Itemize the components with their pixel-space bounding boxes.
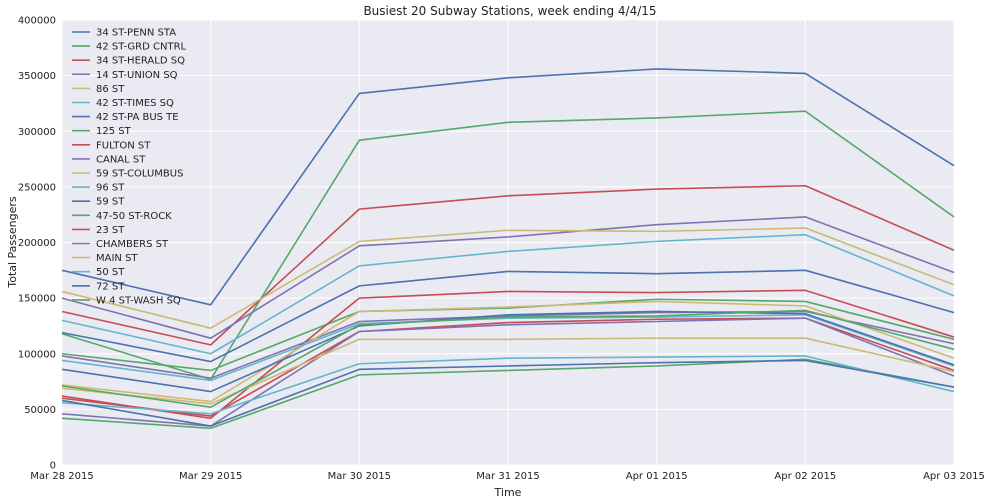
chart-title: Busiest 20 Subway Stations, week ending …: [363, 4, 656, 18]
legend-label: W 4 ST-WASH SQ: [96, 295, 181, 306]
y-tick-label: 400000: [18, 16, 56, 27]
legend-label: FULTON ST: [96, 140, 151, 151]
series-line: [61, 337, 955, 405]
y-tick-label: 50000: [24, 405, 56, 416]
series-line: [61, 110, 955, 381]
series-layer: [61, 68, 955, 430]
y-tick-label: 150000: [18, 294, 56, 305]
series-line: [61, 298, 955, 372]
x-axis-title: Time: [494, 486, 522, 499]
series-line: [61, 314, 955, 382]
legend-label: 72 ST: [96, 281, 125, 292]
series-line: [61, 216, 955, 339]
x-tick-label: Apr 02 2015: [774, 471, 836, 482]
series-line: [61, 309, 955, 408]
y-tick-label: 300000: [18, 127, 56, 138]
series-line: [61, 358, 955, 430]
y-tick-label: 250000: [18, 182, 56, 193]
legend-label: 47-50 ST-ROCK: [96, 211, 172, 222]
legend-label: 50 ST: [96, 267, 125, 278]
series-line: [61, 269, 955, 363]
x-tick-label: Mar 28 2015: [30, 471, 93, 482]
x-tick-label: Mar 30 2015: [328, 471, 391, 482]
series-line: [61, 289, 955, 420]
legend-label: 42 ST-GRD CNTRL: [96, 42, 187, 53]
legend-label: 59 ST-COLUMBUS: [96, 169, 183, 180]
series-line: [61, 233, 955, 355]
legend-label: MAIN ST: [96, 253, 138, 264]
y-axis-title: Total Passengers: [6, 196, 19, 289]
legend-label: 96 ST: [96, 183, 125, 194]
y-tick-label: 350000: [18, 71, 56, 82]
legend-label: 34 ST-PENN STA: [96, 28, 176, 39]
series-line: [61, 359, 955, 427]
series-line: [61, 310, 955, 393]
legend-label: 86 ST: [96, 84, 125, 95]
x-tick-label: Mar 29 2015: [179, 471, 242, 482]
series-line: [61, 300, 955, 403]
legend-label: 59 ST: [96, 197, 125, 208]
legend-label: CANAL ST: [96, 154, 146, 165]
y-tick-label: 100000: [18, 349, 56, 360]
legend-label: 42 ST-TIMES SQ: [96, 98, 174, 109]
series-line: [61, 227, 955, 329]
legend-label: 14 ST-UNION SQ: [96, 70, 178, 81]
x-tick-label: Apr 01 2015: [626, 471, 688, 482]
x-tick-label: Apr 03 2015: [923, 471, 985, 482]
legend: 34 ST-PENN STA 42 ST-GRD CNTRL 34 ST-HERAL…: [72, 28, 187, 306]
series-line: [61, 184, 955, 346]
legend-label: 125 ST: [96, 126, 132, 137]
legend-label: 23 ST: [96, 225, 125, 236]
y-tick-label: 0: [50, 461, 56, 472]
legend-label: CHAMBERS ST: [96, 239, 169, 250]
series-line: [61, 355, 955, 415]
x-tick-label: Mar 31 2015: [476, 471, 539, 482]
legend-label: 34 ST-HERALD SQ: [96, 56, 185, 67]
series-line: [61, 310, 955, 380]
tick-layer: 0 50000 100000 150000 200000 250000 300000 3500…: [18, 16, 985, 483]
y-tick-label: 200000: [18, 238, 56, 249]
legend-label: 42 ST-PA BUS TE: [96, 112, 179, 123]
series-line: [61, 68, 955, 306]
